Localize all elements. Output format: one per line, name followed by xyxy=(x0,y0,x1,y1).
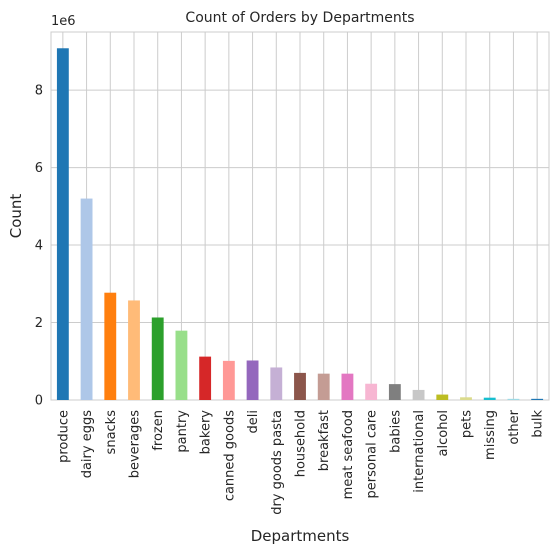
x-tick-label: babies xyxy=(388,410,403,453)
bar-deli xyxy=(246,360,259,400)
bar-missing xyxy=(483,397,496,400)
bar-international xyxy=(412,389,425,400)
bar-personal-care xyxy=(365,383,378,400)
bar-beverages xyxy=(128,300,140,400)
bar-canned-goods xyxy=(222,360,235,400)
bar-pets xyxy=(460,397,472,400)
bar-household xyxy=(294,372,306,400)
x-tick-label: bulk xyxy=(531,410,546,438)
x-tick-label: missing xyxy=(483,410,498,460)
bar-meat-seafood xyxy=(341,373,354,400)
bars xyxy=(56,48,544,401)
bar-breakfast xyxy=(317,373,330,400)
x-tick-label: beverages xyxy=(128,410,143,479)
x-axis-label: Departments xyxy=(251,527,350,545)
x-tick-label: dry goods pasta xyxy=(270,410,285,515)
bar-dairy-eggs xyxy=(80,198,93,400)
x-axis-ticks: produce dairy eggs snacks beverages frozen pa… xyxy=(56,409,545,514)
chart-title: Count of Orders by Departments xyxy=(185,10,414,26)
bar-snacks xyxy=(104,292,117,400)
bar-dry-goods-pasta xyxy=(270,367,283,400)
x-tick-label: canned goods xyxy=(222,410,237,501)
x-tick-label: snacks xyxy=(104,410,119,455)
x-tick-label: produce xyxy=(56,410,71,463)
bar-produce xyxy=(56,48,69,401)
x-tick-label: deli xyxy=(246,410,261,433)
y-tick-label: 8 xyxy=(35,84,43,99)
x-tick-label: pantry xyxy=(175,410,190,453)
bar-bulk xyxy=(531,398,544,400)
x-tick-label: international xyxy=(412,410,427,493)
y-tick-label: 6 xyxy=(35,161,43,176)
bar-babies xyxy=(388,384,401,400)
y-axis-offset-label: 1e6 xyxy=(51,14,76,29)
x-tick-label: bakery xyxy=(199,410,214,455)
y-tick-label: 4 xyxy=(35,239,43,254)
y-tick-label: 2 xyxy=(35,316,43,331)
y-axis-label: Count xyxy=(7,194,25,239)
x-tick-label: frozen xyxy=(151,410,166,451)
x-tick-label: household xyxy=(294,410,309,477)
bar-bakery xyxy=(199,356,212,400)
bar-alcohol xyxy=(436,394,449,400)
x-tick-label: other xyxy=(507,409,522,444)
bar-pantry xyxy=(175,330,188,400)
y-axis-ticks: 0 2 4 6 8 xyxy=(35,84,43,409)
y-tick-label: 0 xyxy=(35,394,43,409)
x-tick-label: meat seafood xyxy=(341,410,356,499)
bar-other xyxy=(507,398,520,400)
x-tick-label: alcohol xyxy=(436,410,451,456)
x-tick-label: personal care xyxy=(365,410,380,498)
x-tick-label: pets xyxy=(460,410,475,438)
x-tick-label: dairy eggs xyxy=(80,410,95,479)
x-tick-label: breakfast xyxy=(317,410,332,471)
bar-frozen xyxy=(151,317,164,400)
